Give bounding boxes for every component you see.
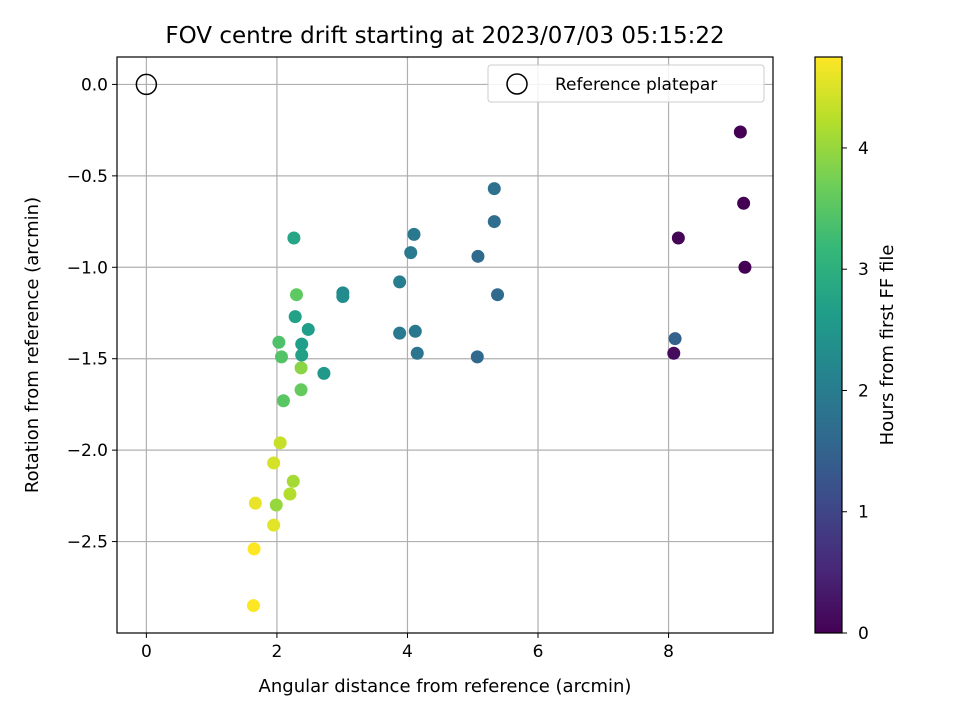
data-point	[336, 290, 350, 304]
colorbar-tick-label: 4	[858, 139, 869, 159]
data-point	[738, 260, 752, 274]
data-point	[471, 249, 485, 263]
data-point	[290, 288, 304, 302]
data-point	[301, 322, 315, 336]
scatter-points	[246, 125, 752, 613]
data-point	[393, 326, 407, 340]
data-point	[294, 361, 308, 375]
data-point	[410, 346, 424, 360]
x-axis-label: Angular distance from reference (arcmin)	[259, 676, 632, 697]
data-point	[288, 310, 302, 324]
colorbar-ticks: 0 1 2 3 4	[842, 139, 869, 644]
data-point	[295, 348, 309, 362]
data-point	[269, 498, 283, 512]
legend-box	[487, 64, 765, 103]
data-point	[287, 231, 301, 245]
data-point	[248, 496, 262, 510]
data-point	[283, 487, 297, 501]
y-tick-label: 0.0	[81, 75, 108, 95]
y-tick-label: −2.5	[67, 533, 108, 553]
legend-label: Reference platepar	[555, 75, 717, 95]
colorbar-tick-label: 3	[858, 260, 869, 280]
data-point	[668, 332, 682, 346]
data-point	[276, 394, 290, 408]
grid	[117, 57, 773, 633]
x-tick-label: 4	[402, 642, 413, 662]
data-point	[273, 436, 287, 450]
data-point	[393, 275, 407, 289]
data-point	[667, 346, 681, 360]
colorbar-tick-label: 0	[858, 624, 869, 644]
x-tick-label: 6	[533, 642, 544, 662]
y-tick-label: −1.5	[67, 350, 108, 370]
reference-platepar-marker	[135, 73, 158, 96]
data-point	[274, 350, 288, 364]
data-point	[407, 227, 421, 241]
data-point	[491, 288, 505, 302]
x-tick-label: 8	[663, 642, 674, 662]
data-point	[737, 196, 751, 210]
data-point	[408, 324, 422, 338]
data-point	[246, 599, 260, 613]
data-point	[267, 456, 281, 470]
y-axis-ticks: 0.0 −0.5 −1.0 −1.5 −2.0 −2.5	[67, 75, 117, 553]
colorbar-gradient	[814, 56, 843, 634]
y-axis-label: Rotation from reference (arcmin)	[22, 197, 43, 493]
legend: Reference platepar	[487, 64, 765, 103]
data-point	[267, 518, 281, 532]
data-point	[317, 366, 331, 380]
colorbar: 0 1 2 3 4 Hours from first FF file	[814, 56, 898, 644]
data-point	[404, 246, 418, 260]
y-tick-label: −1.0	[67, 258, 108, 278]
data-point	[671, 231, 685, 245]
x-tick-label: 0	[141, 642, 152, 662]
colorbar-tick-label: 2	[858, 381, 869, 401]
data-point	[470, 350, 484, 364]
data-point	[294, 383, 308, 397]
plot-frame	[116, 56, 774, 634]
data-point	[487, 215, 501, 229]
y-tick-label: −0.5	[67, 167, 108, 187]
x-tick-label: 2	[272, 642, 283, 662]
y-tick-label: −2.0	[67, 441, 108, 461]
colorbar-tick-label: 1	[858, 503, 869, 523]
data-point	[247, 542, 261, 556]
x-axis-ticks: 0 2 4 6 8	[141, 633, 674, 662]
data-point	[286, 474, 300, 488]
colorbar-label: Hours from first FF file	[877, 245, 898, 446]
data-point	[487, 182, 501, 196]
data-point	[733, 125, 747, 139]
chart-title: FOV centre drift starting at 2023/07/03 …	[165, 23, 724, 49]
data-point	[295, 337, 309, 351]
data-point	[272, 335, 286, 349]
legend-marker	[506, 73, 528, 95]
